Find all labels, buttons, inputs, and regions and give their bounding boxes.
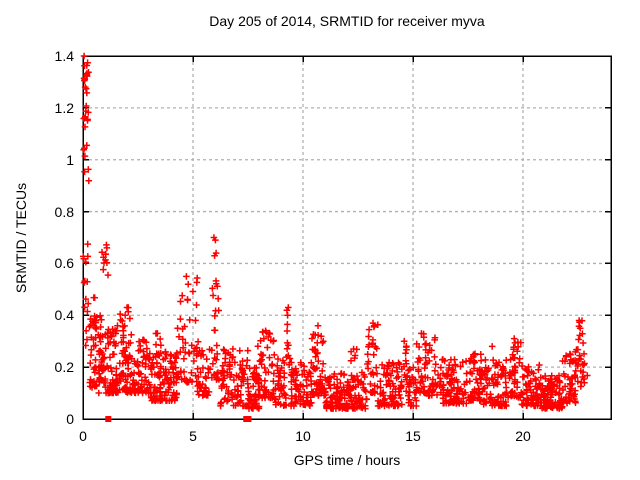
x-tick-label: 10 (295, 428, 311, 444)
y-tick-label: 0.4 (54, 307, 74, 324)
y-tick-label: 0 (66, 411, 74, 427)
plot-border-and-ticks (82, 55, 612, 420)
y-axis-label: SRMTID / TECUs (13, 182, 29, 294)
x-axis-label: GPS time / hours (293, 452, 401, 468)
chart-title: Day 205 of 2014, SRMTID for receiver myv… (209, 13, 485, 29)
x-tick-label: 20 (515, 428, 531, 444)
grid-lines (83, 56, 611, 419)
y-tick-label: 0.8 (54, 203, 74, 220)
x-tick-label: 15 (405, 428, 421, 444)
x-tick-label: 5 (189, 428, 197, 444)
data-points (80, 52, 591, 412)
x-tick-label: 0 (79, 428, 87, 444)
zero-value-markers (105, 416, 252, 422)
y-tick-label: 0.6 (54, 255, 74, 272)
y-tick-label: 1 (66, 151, 74, 168)
y-tick-label: 1.4 (54, 48, 74, 64)
y-tick-label: 1.2 (54, 99, 74, 116)
y-tick-label: 0.2 (54, 359, 74, 376)
